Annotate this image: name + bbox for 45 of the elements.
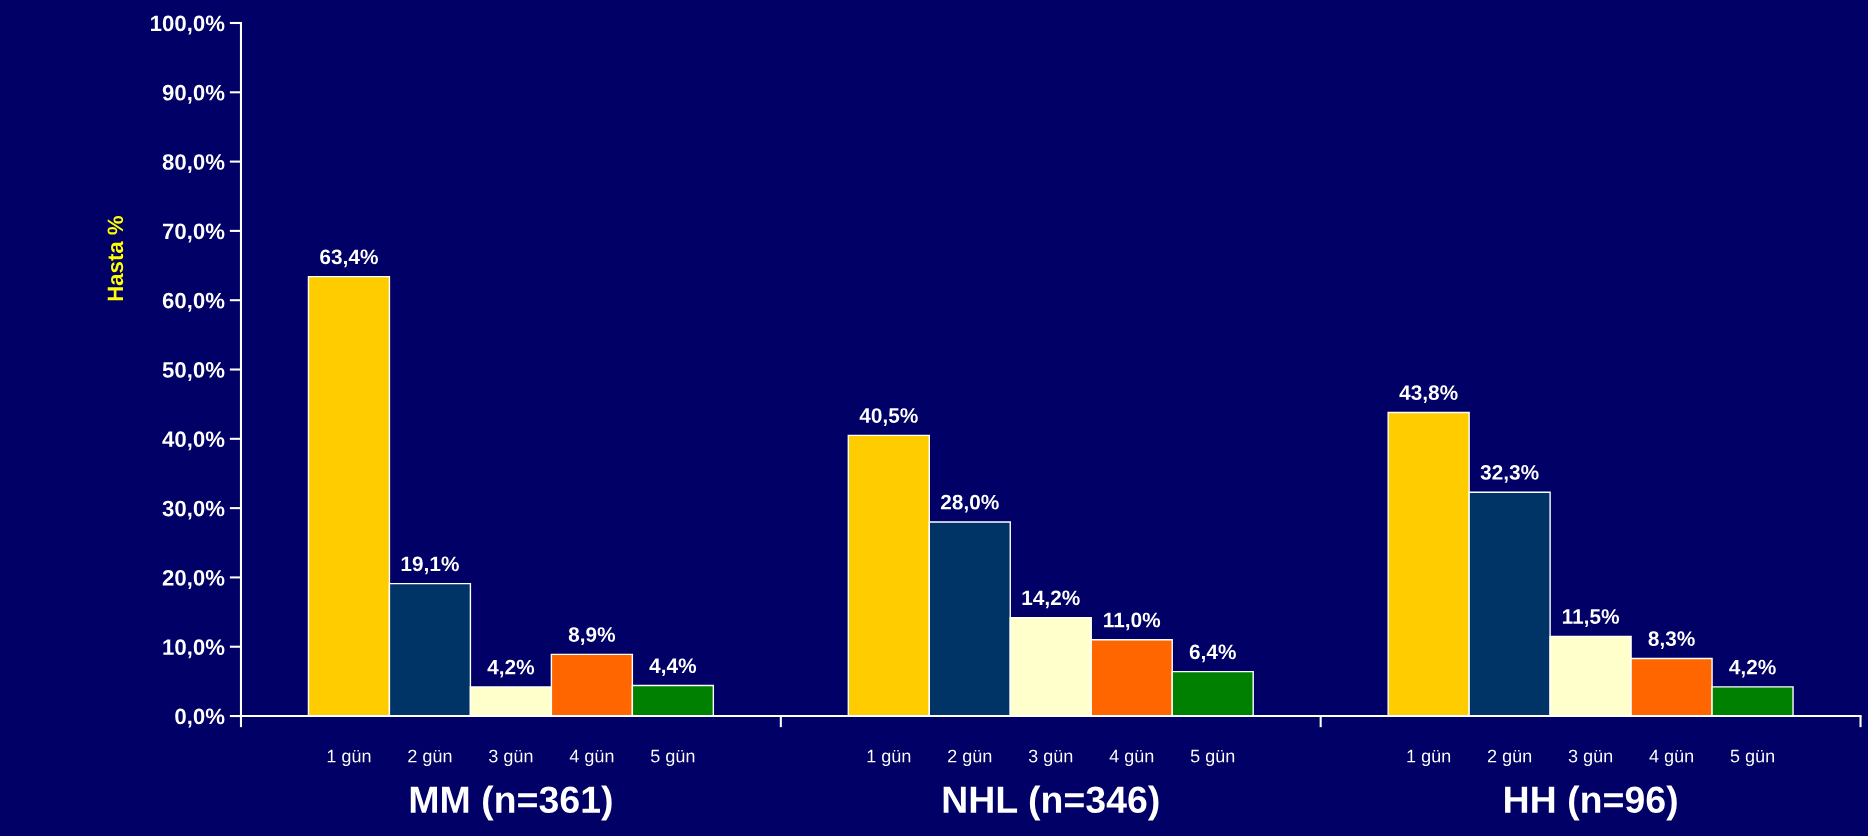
series-label: 2 gün <box>408 749 452 767</box>
y-tick-label: 70,0% <box>162 223 225 243</box>
data-label: 8,9% <box>568 627 616 645</box>
text: 4 gün <box>1109 749 1154 767</box>
series-label: 5 gün <box>650 749 695 767</box>
x-tick-label: MM (n=361) <box>410 785 612 821</box>
text: 2 gün <box>1487 749 1532 767</box>
x-tick-label: NHL (n=346) <box>943 785 1159 821</box>
data-label: 28,0% <box>940 494 999 513</box>
data-label: 6,4% <box>1189 644 1236 663</box>
y-tick-label: 100,0% <box>151 15 225 35</box>
y-tick-label: 40,0% <box>162 431 225 451</box>
data-label: 8,3% <box>1648 631 1695 650</box>
data-label: 19,1% <box>401 556 459 575</box>
y-tick-label: 60,0% <box>162 292 225 312</box>
series-label: 4 gün <box>569 749 614 767</box>
text: 5 gün <box>1190 749 1235 767</box>
text: 1 gün <box>867 749 911 767</box>
text: 5 gün <box>1730 749 1774 767</box>
data-label: 40,5% <box>859 408 918 426</box>
data-label: 4,2% <box>487 659 535 678</box>
y-tick-label: 20,0% <box>162 569 225 589</box>
data-label: 4,4% <box>649 658 697 677</box>
data-label: 11,0% <box>1104 612 1161 631</box>
y-tick-label: 90,0% <box>162 84 225 104</box>
text: 1 gün <box>1407 749 1451 767</box>
data-label: 43,8% <box>1399 385 1458 404</box>
series-label: 1 gün <box>327 749 371 767</box>
data-label: 63,4% <box>320 249 378 268</box>
series-label: 3 gün <box>489 749 533 767</box>
y-tick-label: 50,0% <box>162 362 225 382</box>
text: 3 gün <box>1028 749 1073 767</box>
y-tick-label: 0,0% <box>175 708 225 728</box>
y-tick-label: 30,0% <box>162 500 225 520</box>
data-label: 32,3% <box>1480 464 1539 483</box>
text: 4 gün <box>1649 749 1693 767</box>
y-tick-label: 80,0% <box>162 154 225 174</box>
text: 3 gün <box>1568 749 1613 767</box>
data-label: 14,2% <box>1022 590 1080 609</box>
text: 2 gün <box>948 749 992 767</box>
data-label: 4,2% <box>1729 659 1776 678</box>
data-label: 11,5% <box>1562 609 1620 627</box>
y-tick-label: 10,0% <box>163 639 225 659</box>
x-tick-label: HH (n=96) <box>1505 785 1677 821</box>
y-axis-title: Hasta % <box>107 215 124 301</box>
